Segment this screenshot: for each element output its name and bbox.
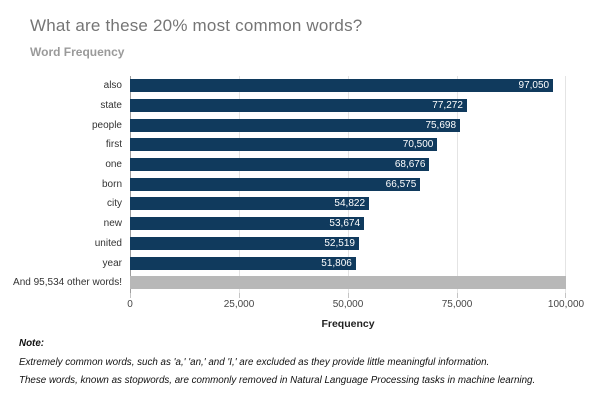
gridline <box>457 76 458 293</box>
frequency-bar: 75,698 <box>130 118 461 132</box>
category-label: state <box>100 100 122 112</box>
other-words-row: And 95,534 other words! <box>0 273 600 293</box>
category-label: united <box>94 237 122 249</box>
bar-value-label: 52,519 <box>324 237 355 249</box>
bar-value-label: 54,822 <box>334 198 366 210</box>
chart-row: state 77,272 <box>0 96 600 116</box>
chart-subtitle: Word Frequency <box>30 45 125 59</box>
bar-value-label: 66,575 <box>385 178 417 190</box>
bar-track: 70,500 <box>130 138 566 152</box>
chart-row: new 53,674 <box>0 214 600 234</box>
note-line-1: Extremely common words, such as 'a,' 'an… <box>19 357 490 368</box>
bar-value-label: 68,676 <box>394 159 426 171</box>
page-title: What are these 20% most common words? <box>30 16 363 35</box>
other-words-bar <box>130 276 566 290</box>
bar-track: 66,575 <box>130 177 566 191</box>
bar-track: 97,050 <box>130 79 566 93</box>
bar-value-label: 53,674 <box>329 218 361 230</box>
category-label: people <box>91 119 122 131</box>
bar-track <box>130 276 566 290</box>
x-axis-title: Frequency <box>321 318 375 330</box>
category-label: born <box>101 178 122 190</box>
axis-tick-mark <box>565 293 566 298</box>
frequency-bar: 77,272 <box>130 99 467 113</box>
chart-row: year 51,806 <box>0 253 600 273</box>
frequency-bar: 53,674 <box>130 217 365 231</box>
chart-rows: also 97,050 state 77,272 people 75,698 first 70… <box>0 76 600 293</box>
chart-row: city 54,822 <box>0 194 600 214</box>
bar-track: 75,698 <box>130 118 566 132</box>
axis-tick-mark <box>348 293 349 298</box>
category-label: year <box>102 257 122 269</box>
category-label: one <box>105 159 122 171</box>
bar-value-label: 77,272 <box>432 100 463 112</box>
chart-row: people 75,698 <box>0 115 600 135</box>
frequency-bar: 54,822 <box>130 197 370 211</box>
bar-track: 77,272 <box>130 99 566 113</box>
bar-value-label: 97,050 <box>518 80 550 92</box>
x-axis-tick-label: 75,000 <box>441 299 473 310</box>
frequency-bar: 66,575 <box>130 177 421 191</box>
category-label: new <box>103 218 122 230</box>
axis-tick-mark <box>239 293 240 298</box>
x-axis-tick-label: 25,000 <box>223 299 255 310</box>
chart-row: also 97,050 <box>0 76 600 96</box>
category-label: city <box>107 198 122 210</box>
gridline <box>565 76 566 293</box>
x-axis-tick-label: 100,000 <box>547 299 585 310</box>
x-axis-tick-label: 50,000 <box>332 299 364 310</box>
note-line-2: These words, known as stopwords, are com… <box>19 374 536 386</box>
frequency-bar: 52,519 <box>130 236 359 250</box>
bar-track: 54,822 <box>130 197 566 211</box>
note-heading: Note: <box>19 338 45 349</box>
bar-track: 68,676 <box>130 158 566 172</box>
x-axis-tick-label: 0 <box>127 299 133 310</box>
category-label: also <box>103 80 122 92</box>
chart-row: united 52,519 <box>0 234 600 254</box>
bar-track: 51,806 <box>130 256 566 270</box>
bar-value-label: 75,698 <box>425 119 457 131</box>
axis-tick-mark <box>457 293 458 298</box>
bar-track: 52,519 <box>130 236 566 250</box>
chart-row: one 68,676 <box>0 155 600 175</box>
note-block: Note: Extremely common words, such as 'a… <box>19 338 579 392</box>
other-words-label: And 95,534 other words! <box>13 277 122 289</box>
bar-track: 53,674 <box>130 217 566 231</box>
chart-row: first 70,500 <box>0 135 600 155</box>
bar-value-label: 51,806 <box>321 257 352 269</box>
bar-value-label: 70,500 <box>402 139 434 151</box>
category-label: first <box>105 139 122 151</box>
chart-row: born 66,575 <box>0 174 600 194</box>
frequency-bar: 97,050 <box>130 79 554 93</box>
frequency-bar: 70,500 <box>130 138 438 152</box>
x-axis-tick-labels: 0 25,000 50,000 75,000 100,000 <box>127 299 584 311</box>
frequency-bar: 51,806 <box>130 256 356 270</box>
word-frequency-bar-chart: also 97,050 state 77,272 people 75,698 first 70… <box>0 76 600 330</box>
axis-tick-mark <box>130 293 131 298</box>
frequency-bar: 68,676 <box>130 158 430 172</box>
